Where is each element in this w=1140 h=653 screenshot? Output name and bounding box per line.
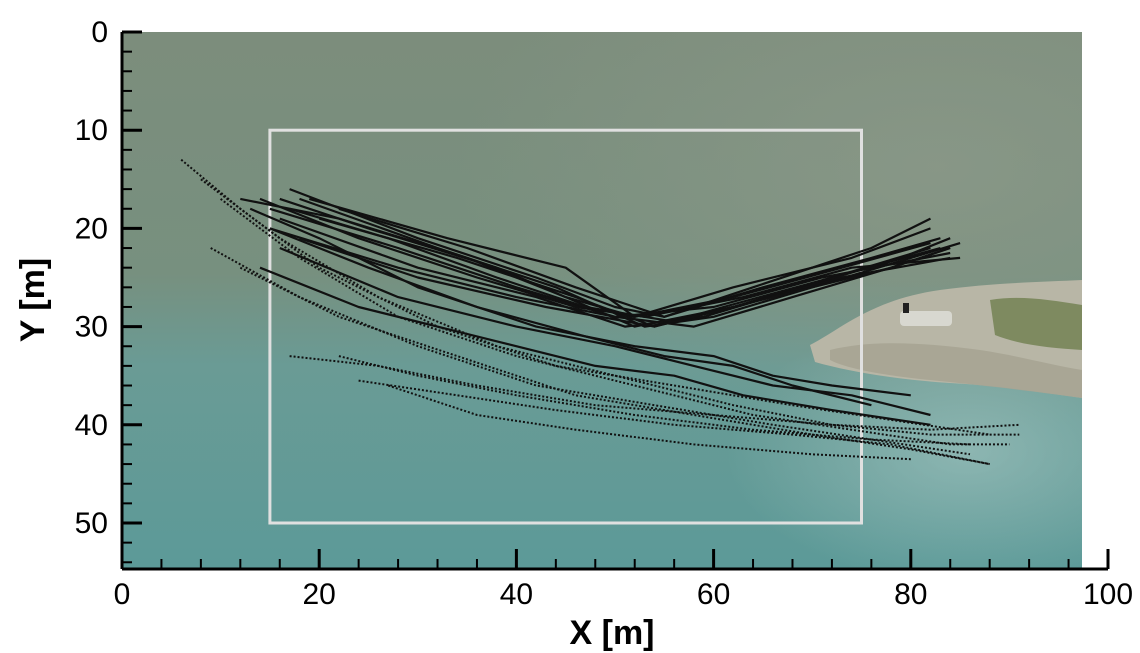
- trajectory-25: [358, 379, 990, 466]
- x-tick-label: 40: [500, 578, 533, 611]
- y-axis-title: Y [m]: [14, 258, 52, 342]
- trajectory-26: [387, 384, 911, 461]
- trajectory-10: [338, 207, 931, 318]
- rocky-bank: [810, 280, 1082, 398]
- trajectory-9: [308, 197, 931, 318]
- trajectory-8: [279, 217, 951, 328]
- trajectory-11: [269, 227, 951, 318]
- x-tick-label: 60: [697, 578, 730, 611]
- y-tick-label: 50: [75, 507, 108, 540]
- x-tick-label: 20: [303, 578, 336, 611]
- trajectory-15: [269, 227, 872, 407]
- y-tick-label: 10: [75, 114, 108, 147]
- trajectory-24: [338, 355, 971, 446]
- trajectory-20: [220, 198, 1010, 446]
- trajectory-16: [279, 246, 931, 417]
- x-ticks: 0 20 40 60 80 100: [114, 549, 1133, 611]
- boat-icon: [900, 303, 952, 326]
- trajectory-19: [200, 178, 1020, 436]
- axes: 0 10 20 30 40 50 0 20 40 60 80 100: [75, 16, 1133, 611]
- trajectory-18: [180, 158, 990, 436]
- x-tick-label: 100: [1083, 578, 1133, 611]
- trajectory-12: [299, 237, 951, 328]
- x-tick-label: 80: [894, 578, 927, 611]
- trajectory-14: [249, 207, 911, 397]
- y-tick-label: 20: [75, 212, 108, 245]
- trajectory-23: [289, 355, 1020, 431]
- trajectory-21: [210, 247, 971, 456]
- x-tick-label: 0: [114, 578, 131, 611]
- y-tick-label: 30: [75, 311, 108, 344]
- aerial-photo-background: [122, 32, 1082, 569]
- trajectories: [180, 158, 1020, 466]
- region-box: [268, 128, 863, 525]
- x-axis-title: X [m]: [570, 614, 655, 652]
- y-tick-label: 0: [91, 16, 108, 49]
- trajectory-4: [289, 188, 941, 318]
- trajectory-13: [289, 207, 951, 323]
- trajectory-17: [259, 266, 931, 426]
- y-tick-label: 40: [75, 409, 108, 442]
- y-ticks: 0 10 20 30 40 50: [75, 16, 142, 564]
